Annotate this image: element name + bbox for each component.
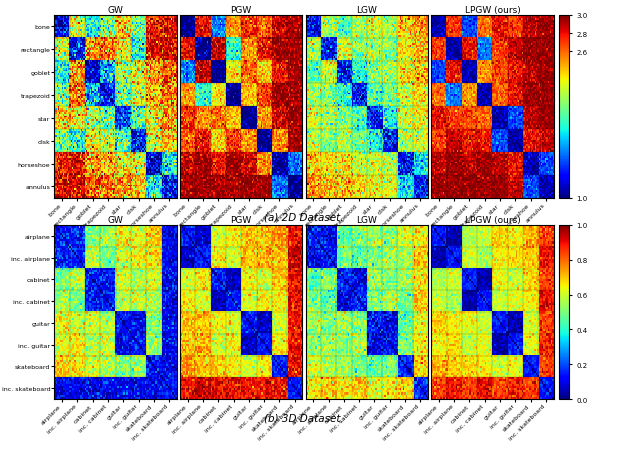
Text: (b) 3D Dataset.: (b) 3D Dataset. (264, 413, 344, 423)
Title: LPGW (ours): LPGW (ours) (465, 216, 520, 225)
Title: LPGW (ours): LPGW (ours) (465, 6, 520, 15)
Title: LGW: LGW (356, 6, 377, 15)
Text: (a) 2D Dataset.: (a) 2D Dataset. (264, 212, 344, 222)
Title: PGW: PGW (230, 216, 252, 225)
Title: GW: GW (108, 216, 124, 225)
Title: PGW: PGW (230, 6, 252, 15)
Title: LGW: LGW (356, 216, 377, 225)
Title: GW: GW (108, 6, 124, 15)
